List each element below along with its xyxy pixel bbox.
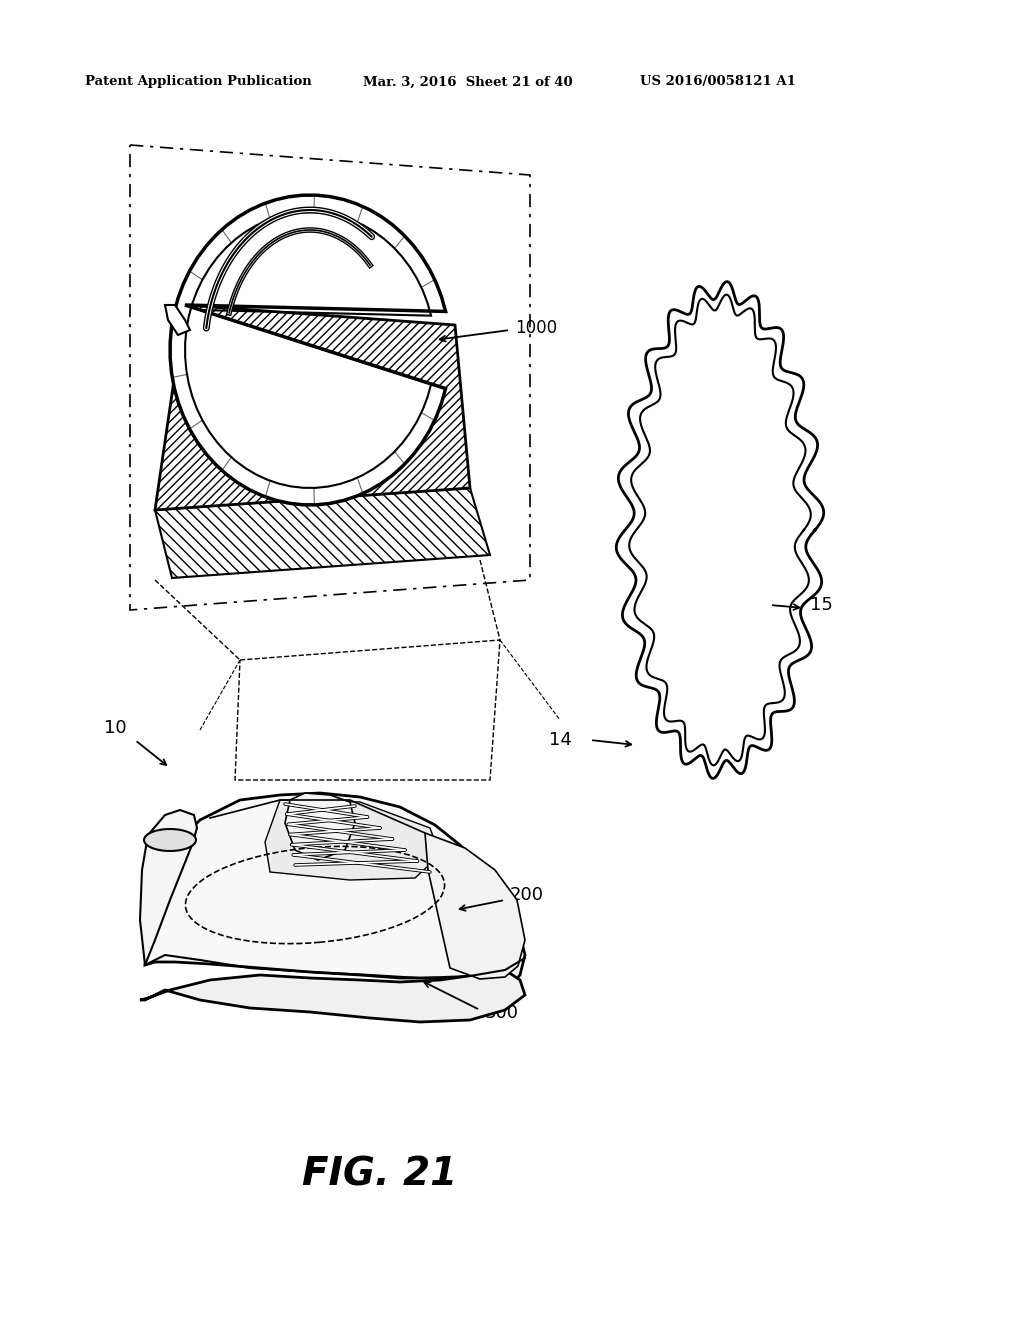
Polygon shape [165,305,190,335]
Polygon shape [140,970,525,1022]
Text: Mar. 3, 2016  Sheet 21 of 40: Mar. 3, 2016 Sheet 21 of 40 [362,75,572,88]
Ellipse shape [144,829,196,851]
Polygon shape [170,195,445,504]
Text: 200: 200 [510,886,544,904]
Text: 14: 14 [549,731,572,748]
Polygon shape [155,488,490,578]
Text: 1000: 1000 [515,319,557,337]
Polygon shape [285,793,355,861]
Polygon shape [265,800,440,880]
Polygon shape [140,810,197,965]
Text: 10: 10 [103,719,126,737]
Text: 300: 300 [485,1005,519,1022]
Polygon shape [425,833,525,979]
Text: 15: 15 [810,597,833,614]
Polygon shape [145,793,525,985]
Text: FIG. 21: FIG. 21 [302,1156,458,1195]
Text: US 2016/0058121 A1: US 2016/0058121 A1 [640,75,796,88]
Polygon shape [155,305,470,510]
Text: Patent Application Publication: Patent Application Publication [85,75,311,88]
